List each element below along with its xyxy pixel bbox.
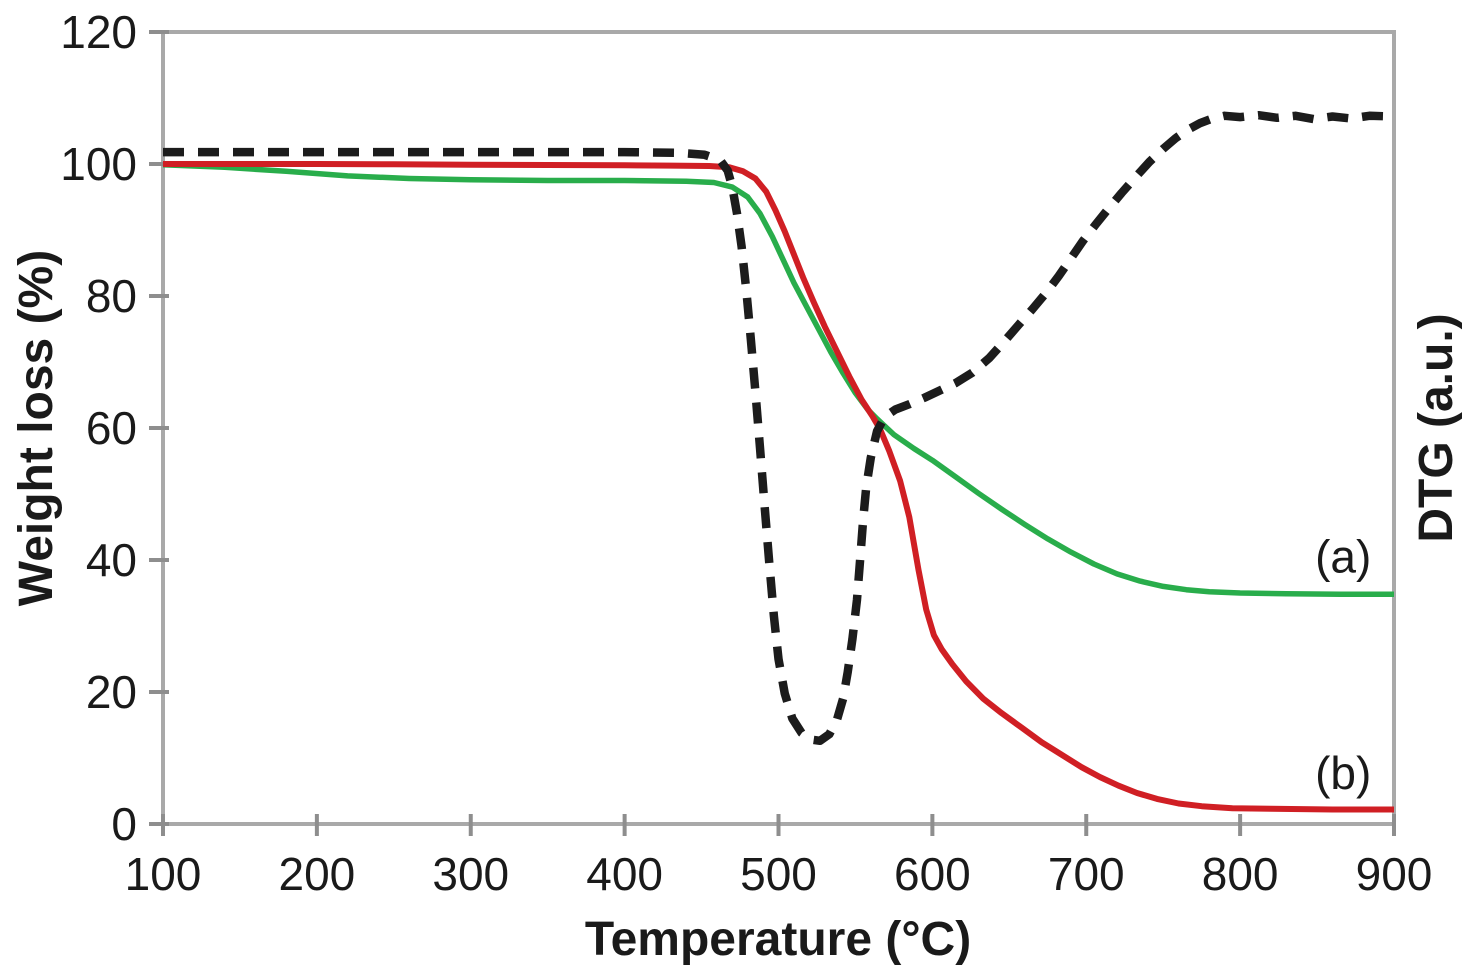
- y-tick-label: 20: [86, 666, 137, 718]
- y-tick-label: 80: [86, 270, 137, 322]
- annotation-(a): (a): [1315, 531, 1371, 583]
- y-axis-left-title: Weight loss (%): [10, 250, 63, 606]
- x-tick-label: 800: [1202, 848, 1279, 900]
- series-dtg-curve: [163, 110, 1395, 746]
- y-axis-right-title: DTG (a.u.): [1410, 313, 1463, 542]
- x-tick-label: 700: [1048, 848, 1125, 900]
- x-tick-label: 500: [740, 848, 817, 900]
- y-tick-label: 100: [60, 138, 137, 190]
- y-tick-label: 120: [60, 6, 137, 58]
- annotation-(b): (b): [1315, 747, 1371, 799]
- x-tick-label: 400: [586, 848, 663, 900]
- x-tick-label: 300: [432, 848, 509, 900]
- y-tick-label: 60: [86, 402, 137, 454]
- series-a-curve: [162, 161, 1394, 598]
- x-axis-title: Temperature (°C): [585, 913, 971, 966]
- x-tick-label: 900: [1356, 848, 1433, 900]
- y-tick-label: 0: [111, 798, 137, 850]
- x-tick-label: 600: [894, 848, 971, 900]
- x-tick-label: 100: [125, 848, 202, 900]
- x-tick-label: 200: [279, 848, 356, 900]
- y-tick-label: 40: [86, 534, 137, 586]
- series-b-curve: [163, 161, 1394, 813]
